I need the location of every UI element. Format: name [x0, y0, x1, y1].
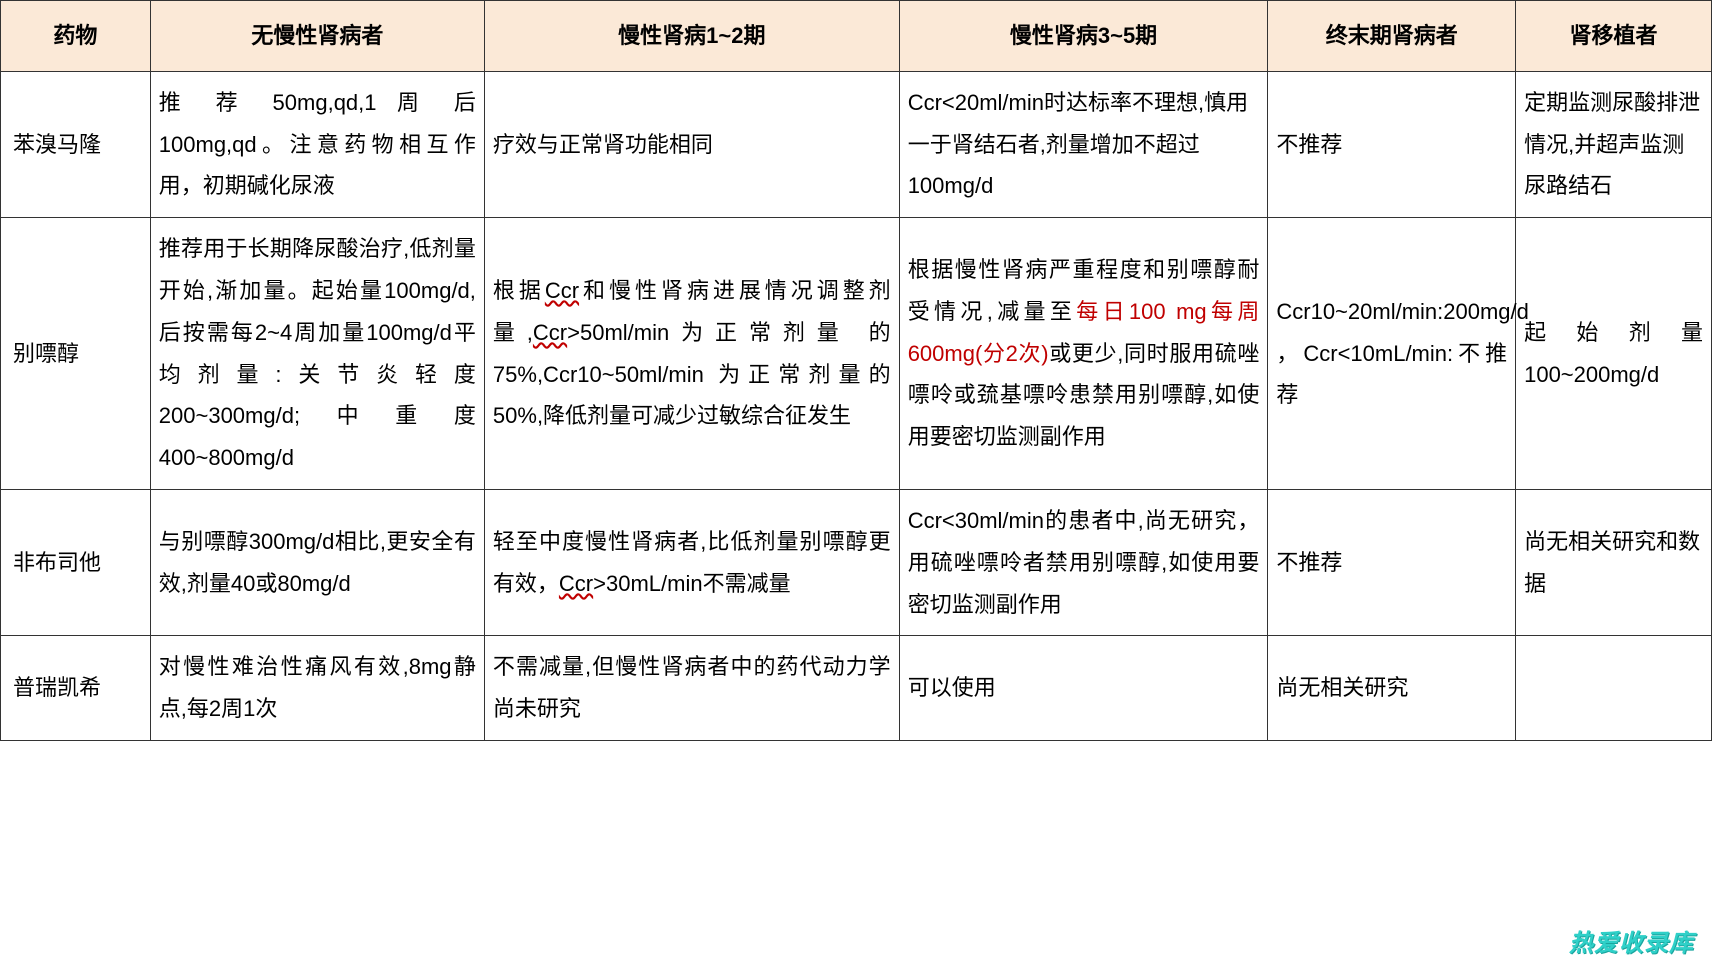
cell-transplant — [1516, 636, 1712, 741]
cell-ckd35: Ccr<30ml/min的患者中,尚无研究，用硫唑嘌呤者禁用别嘌醇,如使用要密切… — [899, 489, 1268, 635]
table-header-row: 药物 无慢性肾病者 慢性肾病1~2期 慢性肾病3~5期 终末期肾病者 肾移植者 — [1, 1, 1712, 72]
underlined-term: Ccr — [533, 320, 567, 345]
cell-drug: 别嘌醇 — [1, 218, 151, 490]
cell-esrd: 尚无相关研究 — [1268, 636, 1516, 741]
cell-no-ckd: 对慢性难治性痛风有效,8mg静点,每2周1次 — [150, 636, 484, 741]
table-row: 普瑞凯希 对慢性难治性痛风有效,8mg静点,每2周1次 不需减量,但慢性肾病者中… — [1, 636, 1712, 741]
col-header-ckd12: 慢性肾病1~2期 — [484, 1, 899, 72]
cell-transplant: 起 始 剂 量100~200mg/d — [1516, 218, 1712, 490]
cell-no-ckd: 与别嘌醇300mg/d相比,更安全有效,剂量40或80mg/d — [150, 489, 484, 635]
col-header-no-ckd: 无慢性肾病者 — [150, 1, 484, 72]
cell-drug: 非布司他 — [1, 489, 151, 635]
col-header-drug: 药物 — [1, 1, 151, 72]
cell-ckd12: 疗效与正常肾功能相同 — [484, 71, 899, 217]
cell-esrd: 不推荐 — [1268, 71, 1516, 217]
table-row: 苯溴马隆 推 荐 50mg,qd,1 周 后100mg,qd。注意药物相互作用，… — [1, 71, 1712, 217]
drug-dosing-table: 药物 无慢性肾病者 慢性肾病1~2期 慢性肾病3~5期 终末期肾病者 肾移植者 … — [0, 0, 1712, 741]
cell-drug: 普瑞凯希 — [1, 636, 151, 741]
col-header-transplant: 肾移植者 — [1516, 1, 1712, 72]
cell-ckd35: 根据慢性肾病严重程度和别嘌醇耐受情况,减量至每日100 mg每周600mg(分2… — [899, 218, 1268, 490]
text-fragment: 根据 — [493, 278, 545, 303]
cell-ckd12: 根据Ccr和慢性肾病进展情况调整剂量,Ccr>50ml/min为正常剂量 的 7… — [484, 218, 899, 490]
underlined-term: Ccr — [559, 571, 593, 596]
cell-no-ckd: 推荐用于长期降尿酸治疗,低剂量开始,渐加量。起始量100mg/d,后按需每2~4… — [150, 218, 484, 490]
table-row: 别嘌醇 推荐用于长期降尿酸治疗,低剂量开始,渐加量。起始量100mg/d,后按需… — [1, 218, 1712, 490]
col-header-esrd: 终末期肾病者 — [1268, 1, 1516, 72]
underlined-term: Ccr — [545, 278, 579, 303]
cell-transplant: 尚无相关研究和数据 — [1516, 489, 1712, 635]
cell-no-ckd: 推 荐 50mg,qd,1 周 后100mg,qd。注意药物相互作用，初期碱化尿… — [150, 71, 484, 217]
watermark-text: 热爱收录库 — [1569, 923, 1694, 958]
col-header-ckd35: 慢性肾病3~5期 — [899, 1, 1268, 72]
cell-esrd: Ccr10~20ml/min:200mg/d ，Ccr<10mL/min:不推荐 — [1268, 218, 1516, 490]
cell-ckd12: 轻至中度慢性肾病者,比低剂量别嘌醇更有效，Ccr>30mL/min不需减量 — [484, 489, 899, 635]
text-fragment: >30mL/min不需减量 — [593, 571, 790, 596]
cell-drug: 苯溴马隆 — [1, 71, 151, 217]
cell-ckd35: 可以使用 — [899, 636, 1268, 741]
cell-transplant: 定期监测尿酸排泄情况,并超声监测尿路结石 — [1516, 71, 1712, 217]
cell-ckd35: Ccr<20ml/min时达标率不理想,慎用一于肾结石者,剂量增加不超过100m… — [899, 71, 1268, 217]
table-row: 非布司他 与别嘌醇300mg/d相比,更安全有效,剂量40或80mg/d 轻至中… — [1, 489, 1712, 635]
cell-ckd12: 不需减量,但慢性肾病者中的药代动力学尚未研究 — [484, 636, 899, 741]
cell-esrd: 不推荐 — [1268, 489, 1516, 635]
